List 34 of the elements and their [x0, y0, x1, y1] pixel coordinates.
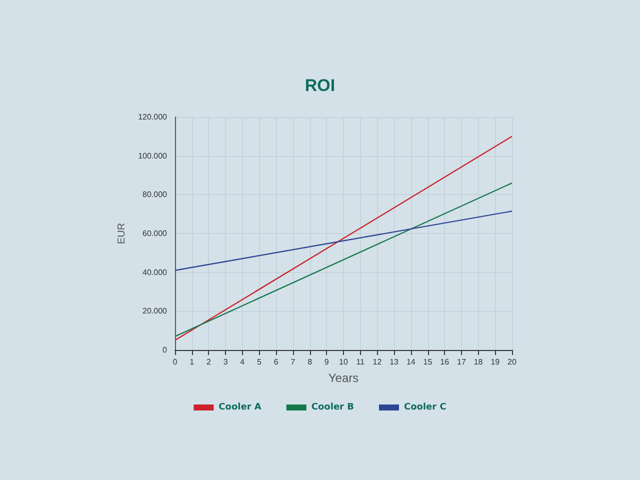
legend-label: Cooler C: [404, 402, 447, 412]
x-tick-label: 15: [423, 358, 433, 366]
x-tick-label: 11: [356, 358, 366, 366]
x-tick-label: 9: [324, 358, 330, 366]
x-tick-label: 3: [223, 358, 228, 366]
y-tick-label: 100.000: [138, 151, 168, 160]
x-tick-label: 18: [474, 358, 484, 366]
y-tick-label: 40.000: [142, 268, 168, 277]
x-tick-label: 0: [172, 358, 178, 366]
x-tick-label: 6: [274, 358, 279, 366]
x-tick-label: 19: [490, 358, 500, 366]
x-tick-label: 8: [308, 358, 313, 366]
x-tick-label: 5: [257, 358, 262, 366]
x-tick-label: 14: [406, 358, 416, 366]
x-axis-title: Years: [328, 371, 359, 385]
x-tick-label: 10: [339, 358, 348, 366]
y-tick-label: 20.000: [142, 306, 168, 316]
x-tick-label: 12: [372, 358, 382, 366]
y-tick-label: 120.000: [138, 112, 168, 122]
y-tick-label: 80.000: [142, 190, 168, 200]
x-tick-label: 1: [190, 358, 195, 366]
x-tick-label: 17: [456, 358, 466, 366]
chart-title: ROI: [304, 76, 336, 95]
x-tick-label: 20: [508, 358, 517, 366]
x-tick-label: 16: [440, 358, 450, 366]
x-tick-label: 2: [206, 358, 212, 366]
legend-label: Cooler A: [218, 402, 262, 412]
legend-label: Cooler B: [311, 402, 354, 412]
y-tick-label: 0: [162, 346, 168, 354]
x-tick-label: 4: [240, 358, 246, 366]
x-tick-label: 7: [290, 358, 296, 366]
x-tick-label: 13: [390, 358, 400, 366]
y-tick-label: 60.000: [142, 229, 168, 238]
y-axis-title: EUR: [116, 222, 128, 244]
